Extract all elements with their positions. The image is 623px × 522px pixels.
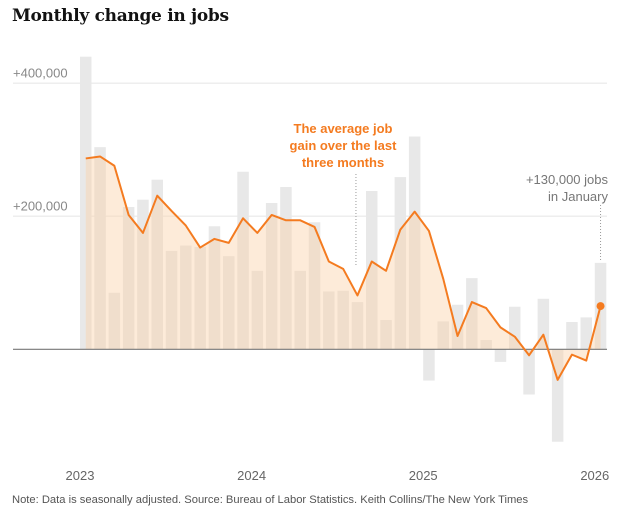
- january-annotation-text: +130,000 jobs: [526, 172, 609, 187]
- bar-2025-11: [566, 322, 578, 350]
- bar-2024-07: [337, 290, 349, 350]
- bar-2024-05: [308, 222, 321, 350]
- x-tick-label: 2026: [580, 468, 609, 483]
- bar-2025-08: [523, 349, 535, 395]
- chart-title: Monthly change in jobs: [12, 6, 229, 26]
- latest-point: [596, 302, 605, 311]
- bar-2024-09: [366, 191, 378, 350]
- average-line: [85, 155, 602, 381]
- bar-2023-01: [80, 56, 92, 350]
- bar-2023-09: [194, 246, 206, 350]
- y-tick-label: +200,000: [13, 198, 68, 213]
- y-tick-label: +400,000: [13, 65, 68, 80]
- bar-2025-01: [423, 349, 435, 381]
- bar-2023-05: [137, 199, 149, 350]
- average-area: [85, 156, 601, 380]
- bar-2025-12: [580, 317, 592, 350]
- january-annotation-text: in January: [548, 189, 608, 204]
- bar-2023-04: [122, 206, 135, 350]
- bar-2023-12: [237, 171, 249, 350]
- bar-2023-08: [180, 245, 192, 350]
- bar-2023-07: [165, 250, 178, 350]
- bar-2024-04: [294, 270, 306, 350]
- bar-2023-11: [223, 256, 235, 350]
- bar-2024-02: [265, 203, 278, 350]
- bar-2024-12: [408, 136, 421, 350]
- bar-2023-10: [208, 226, 221, 350]
- x-tick-label: 2023: [66, 468, 95, 483]
- bar-2024-08: [351, 302, 364, 350]
- bar-2025-07: [509, 306, 521, 350]
- bar-2023-02: [94, 147, 106, 350]
- bar-2024-06: [323, 291, 335, 350]
- bar-2023-06: [151, 179, 163, 350]
- bar-2025-06: [494, 349, 507, 362]
- bar-2025-04: [466, 278, 478, 350]
- bar-2023-03: [108, 292, 121, 350]
- bar-2025-02: [437, 321, 449, 350]
- bar-2024-11: [394, 177, 407, 350]
- bar-2025-03: [451, 304, 464, 350]
- average-annotation-text: gain over the last: [290, 138, 398, 153]
- bar-2025-05: [480, 339, 492, 350]
- bar-2025-09: [537, 298, 550, 350]
- bar-2024-01: [251, 270, 264, 350]
- bar-2024-03: [280, 187, 292, 350]
- bar-2024-10: [380, 320, 392, 350]
- source-note: Note: Data is seasonally adjusted. Sourc…: [12, 494, 529, 506]
- x-tick-label: 2025: [409, 468, 438, 483]
- average-annotation-text: three months: [302, 155, 384, 170]
- x-tick-label: 2024: [237, 468, 266, 483]
- average-annotation-text: The average job: [294, 121, 393, 136]
- bar-2025-10: [551, 349, 564, 442]
